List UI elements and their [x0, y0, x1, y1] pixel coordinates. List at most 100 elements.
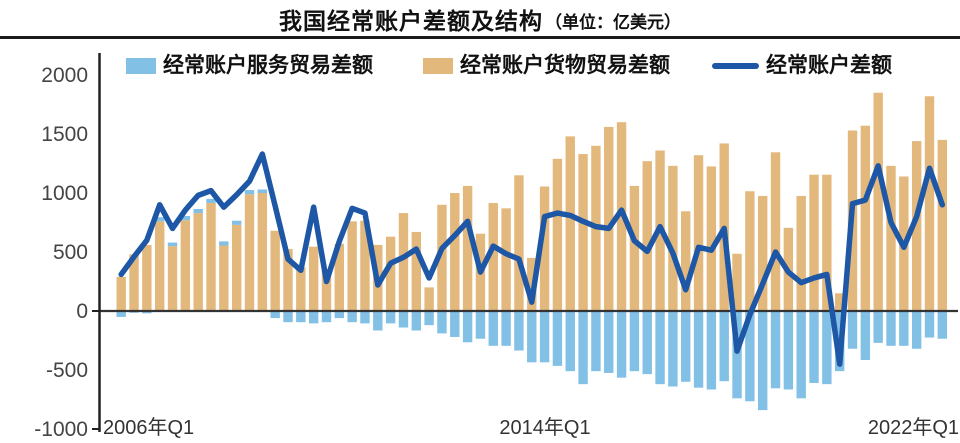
services-bar [629, 311, 640, 372]
services-bar [796, 311, 806, 399]
services-bar [257, 189, 268, 193]
goods-bar [834, 293, 845, 311]
services-bar [758, 311, 768, 411]
legend: 经常账户服务贸易差额 经常账户货物贸易差额 经常账户差额 [0, 55, 960, 77]
goods-bar [758, 195, 768, 311]
goods-bar [167, 246, 178, 311]
goods-bar [565, 136, 575, 311]
services-bar [783, 311, 794, 390]
goods-bar [886, 165, 896, 311]
y-axis-label: 1500 [41, 123, 88, 146]
services-bar [142, 311, 152, 314]
services-bar [552, 311, 563, 366]
services-bar [770, 311, 781, 389]
goods-swatch-icon [423, 58, 453, 74]
services-bar [411, 311, 421, 331]
services-bar [565, 311, 575, 372]
services-bar [321, 311, 332, 323]
title-separator [0, 36, 960, 39]
goods-bar [334, 243, 345, 311]
services-bar [539, 311, 550, 363]
services-bar [693, 311, 704, 388]
goods-bar [937, 139, 948, 311]
goods-bar [180, 220, 191, 311]
goods-bar [578, 154, 588, 311]
goods-bar [308, 246, 319, 311]
services-bar [462, 311, 473, 343]
goods-bar [873, 92, 883, 311]
goods-bar [924, 96, 935, 312]
goods-bar [450, 193, 460, 311]
goods-bar [385, 236, 396, 311]
goods-bar [860, 125, 871, 312]
goods-bar [539, 186, 550, 311]
services-bar [604, 311, 614, 373]
goods-bar [231, 224, 242, 311]
goods-bar [244, 194, 255, 311]
goods-bar [142, 244, 152, 311]
goods-bar [911, 141, 922, 311]
services-bar [398, 311, 409, 328]
services-bar [475, 311, 486, 339]
services-bar [873, 311, 883, 343]
goods-bar [321, 269, 332, 311]
goods-bar [129, 254, 139, 311]
legend-label-services: 经常账户服务贸易差额 [163, 54, 373, 77]
services-bar [514, 311, 524, 351]
goods-bar [693, 155, 704, 311]
services-bar [642, 311, 652, 375]
services-bar [886, 311, 896, 346]
goods-bar [796, 195, 806, 311]
services-bar [732, 311, 742, 399]
goods-bar [219, 245, 229, 311]
y-axis-label: 2000 [41, 64, 88, 87]
goods-bar [488, 203, 498, 311]
services-bar [385, 311, 396, 324]
chart-title: 我国经常账户差额及结构 [279, 8, 543, 34]
current-account-line [118, 151, 946, 367]
x-axis-label: 2014年Q1 [499, 416, 590, 439]
services-bar [244, 190, 255, 195]
services-bar [193, 208, 203, 214]
services-bar [347, 311, 357, 323]
services-bar [501, 311, 511, 346]
services-bar [822, 311, 832, 385]
goods-bar [411, 231, 421, 311]
goods-bar [116, 276, 126, 311]
services-bar [719, 311, 729, 382]
goods-bar [193, 213, 203, 311]
services-bar [437, 311, 447, 334]
services-bar [899, 311, 909, 346]
services-bar [154, 217, 165, 222]
goods-bar [604, 126, 614, 311]
services-bar [527, 311, 537, 363]
services-bar [270, 311, 280, 319]
legend-label-goods: 经常账户货物贸易差额 [460, 54, 670, 77]
services-bar [231, 220, 242, 225]
legend-label-balance: 经常账户差额 [766, 54, 892, 77]
services-bar [860, 311, 871, 360]
legend-item-services: 经常账户服务贸易差额 [126, 55, 373, 77]
goods-bar [424, 287, 434, 311]
y-axis-label: 1000 [41, 182, 88, 205]
goods-bar [398, 213, 409, 311]
goods-bar [552, 158, 563, 311]
goods-bar [283, 249, 293, 311]
goods-bar [514, 175, 524, 311]
goods-bar [270, 230, 280, 311]
services-bar [180, 216, 191, 221]
services-bar [450, 311, 460, 337]
services-bar [116, 311, 126, 317]
services-bar [334, 311, 345, 319]
services-bar [706, 311, 717, 390]
goods-bar [296, 267, 306, 311]
services-bar [283, 311, 293, 323]
goods-bar [154, 221, 165, 311]
chart-unit: （单位：亿美元） [545, 13, 681, 32]
goods-bar [257, 193, 268, 311]
x-axis-label: 2022年Q1 [868, 416, 959, 439]
goods-bar [681, 211, 691, 311]
services-bar [591, 311, 601, 372]
services-bar [809, 311, 819, 383]
